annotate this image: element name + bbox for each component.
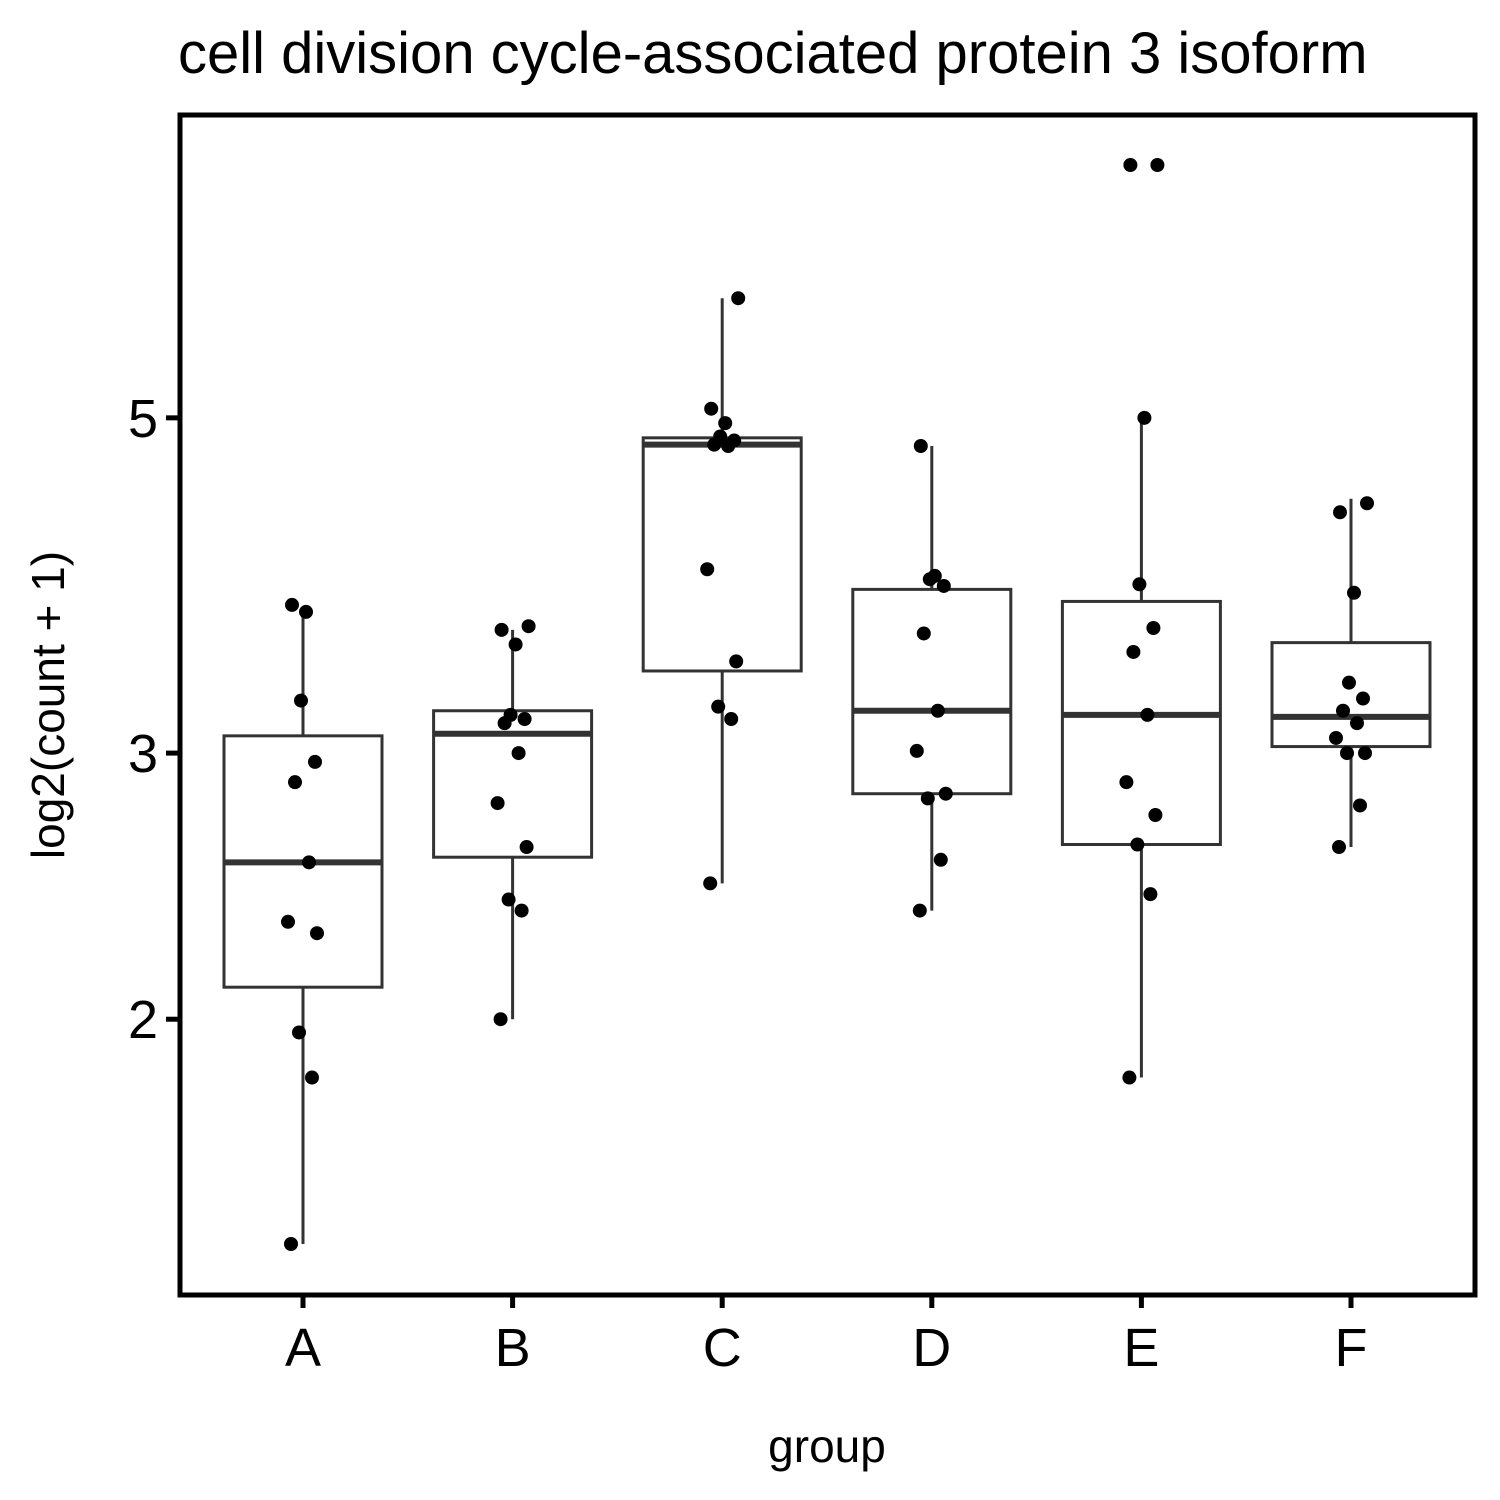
box-group-C bbox=[641, 298, 803, 884]
data-point bbox=[1137, 410, 1152, 425]
data-point bbox=[913, 439, 928, 454]
data-point bbox=[514, 903, 529, 918]
data-point bbox=[909, 743, 924, 758]
data-point bbox=[294, 693, 308, 708]
data-point bbox=[302, 855, 316, 870]
data-point bbox=[1333, 505, 1347, 520]
data-point bbox=[1332, 840, 1346, 855]
data-point bbox=[1150, 158, 1165, 172]
x-tick-label: C bbox=[703, 1318, 742, 1378]
data-point bbox=[1130, 837, 1145, 852]
data-point bbox=[1358, 746, 1372, 761]
y-axis-title: log2(count + 1) bbox=[22, 551, 74, 859]
chart-title: cell division cycle-associated protein 3… bbox=[178, 21, 1368, 86]
data-point bbox=[711, 699, 726, 714]
data-point bbox=[1119, 775, 1134, 790]
data-point bbox=[292, 1025, 306, 1040]
data-point bbox=[284, 1237, 298, 1251]
x-tick-label: D bbox=[912, 1318, 951, 1378]
data-point bbox=[920, 791, 935, 806]
data-point bbox=[1350, 716, 1364, 731]
data-point bbox=[503, 707, 518, 722]
data-point bbox=[490, 796, 505, 811]
data-point bbox=[1329, 730, 1343, 745]
data-point bbox=[501, 892, 516, 907]
data-point bbox=[305, 1070, 319, 1085]
box-iqr bbox=[1270, 641, 1432, 749]
data-point bbox=[1146, 621, 1161, 636]
x-tick-label: F bbox=[1335, 1318, 1368, 1378]
x-tick-label: A bbox=[285, 1318, 321, 1378]
data-point bbox=[916, 626, 931, 641]
data-point bbox=[927, 568, 942, 583]
box-iqr bbox=[1060, 599, 1222, 847]
data-point bbox=[930, 703, 945, 718]
data-point bbox=[1126, 644, 1141, 659]
data-point bbox=[700, 562, 715, 577]
data-point bbox=[508, 637, 523, 652]
data-point bbox=[1123, 158, 1138, 172]
data-point bbox=[494, 622, 509, 637]
data-point bbox=[713, 429, 728, 444]
data-point bbox=[285, 597, 299, 612]
data-point bbox=[299, 604, 313, 619]
y-axis: 2 3 5 bbox=[128, 389, 180, 1050]
data-point bbox=[1143, 887, 1158, 902]
data-point bbox=[933, 852, 948, 867]
data-point bbox=[1356, 691, 1370, 706]
data-point bbox=[1340, 746, 1354, 761]
data-point bbox=[727, 433, 742, 448]
data-point bbox=[938, 786, 953, 801]
x-axis-title: group bbox=[768, 1420, 886, 1472]
box-group-E bbox=[1060, 417, 1222, 1078]
data-point bbox=[1347, 585, 1361, 600]
data-point bbox=[724, 712, 739, 727]
data-point bbox=[912, 903, 927, 918]
data-point bbox=[511, 746, 526, 761]
data-point bbox=[308, 754, 322, 769]
data-point bbox=[729, 654, 744, 669]
y-tick-label: 5 bbox=[128, 389, 158, 449]
data-point bbox=[517, 712, 532, 727]
plot-panel bbox=[222, 158, 1432, 1251]
x-tick-label: B bbox=[495, 1318, 531, 1378]
data-point bbox=[519, 840, 534, 855]
data-point bbox=[1148, 808, 1163, 823]
data-point bbox=[1360, 496, 1374, 511]
data-point bbox=[704, 401, 719, 416]
data-point bbox=[731, 291, 746, 306]
data-point bbox=[521, 619, 536, 634]
data-point bbox=[936, 578, 951, 593]
data-point bbox=[1122, 1070, 1137, 1085]
y-tick-label: 2 bbox=[128, 990, 158, 1050]
data-point bbox=[310, 926, 324, 941]
data-point bbox=[718, 416, 733, 431]
y-tick-label: 3 bbox=[128, 724, 158, 784]
box-iqr bbox=[851, 587, 1013, 796]
box-group-B bbox=[432, 629, 594, 1020]
box-group-D bbox=[851, 446, 1013, 911]
box-group-F bbox=[1270, 498, 1432, 848]
data-point bbox=[1132, 577, 1147, 592]
x-axis: A B C D E F bbox=[285, 1295, 1368, 1378]
data-point bbox=[1353, 798, 1367, 813]
data-point bbox=[493, 1012, 508, 1027]
panel-border bbox=[177, 112, 1478, 1298]
data-point bbox=[1342, 675, 1356, 690]
data-point bbox=[1140, 707, 1155, 722]
data-point bbox=[1336, 703, 1350, 718]
data-point bbox=[288, 775, 302, 790]
box-iqr bbox=[641, 436, 803, 673]
x-tick-label: E bbox=[1123, 1318, 1159, 1378]
data-point bbox=[281, 914, 295, 929]
data-point bbox=[703, 876, 718, 891]
